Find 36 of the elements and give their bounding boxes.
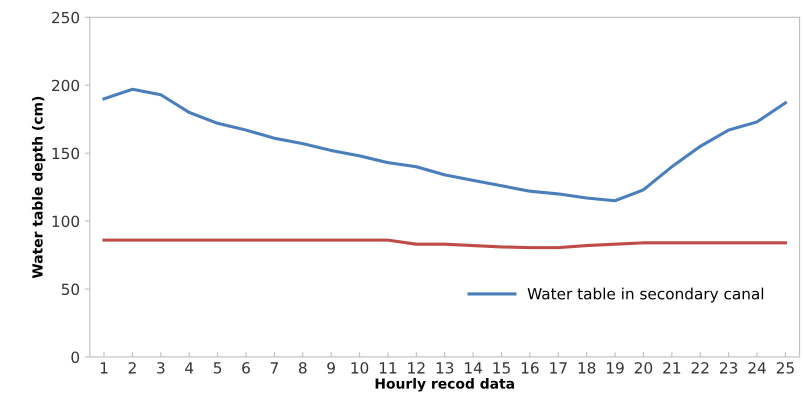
x-tick-label: 23 (720, 362, 738, 374)
x-tick-label: 10 (351, 362, 368, 374)
x-tick-label: 12 (408, 362, 425, 374)
x-tick-label: 11 (380, 362, 396, 374)
x-tick-label: 19 (607, 362, 624, 374)
x-tick-label: 9 (327, 362, 335, 374)
line-series (102, 238, 787, 250)
x-tick-label: 8 (298, 362, 307, 374)
x-tick-label: 4 (185, 362, 194, 374)
x-tick-label: 3 (157, 362, 164, 374)
y-tick-label: 100 (52, 216, 80, 228)
x-tick-label: 21 (663, 362, 680, 374)
x-tick-label: 6 (242, 362, 250, 374)
x-tick-label: 14 (465, 362, 482, 374)
line-series (102, 88, 787, 202)
y-tick-label: 200 (52, 80, 80, 92)
x-tick-label: 5 (214, 362, 222, 374)
x-tick-label: 7 (270, 362, 278, 374)
x-tick-label: 20 (634, 362, 652, 374)
y-tick-label: 50 (62, 284, 80, 296)
legend-label: Water table in secondary canal (528, 288, 764, 302)
x-tick-label: 24 (748, 362, 766, 374)
y-tick-label: 0 (71, 351, 80, 363)
x-tick-label: 22 (692, 362, 708, 374)
x-tick-label: 13 (436, 362, 454, 374)
x-axis-title: Hourly recod data (376, 378, 514, 392)
x-tick-label: 18 (578, 362, 596, 374)
x-tick-label: 2 (128, 362, 136, 374)
x-tick-label: 25 (776, 362, 794, 374)
x-tick-label: 16 (522, 362, 539, 374)
x-tick-label: 1 (100, 362, 108, 374)
y-tick-label: 250 (52, 12, 80, 24)
x-tick-label: 17 (550, 362, 567, 374)
x-tick-label: 15 (493, 362, 510, 374)
y-axis-title: Water table depth (cm) (32, 96, 46, 278)
y-tick-label: 150 (52, 148, 80, 160)
